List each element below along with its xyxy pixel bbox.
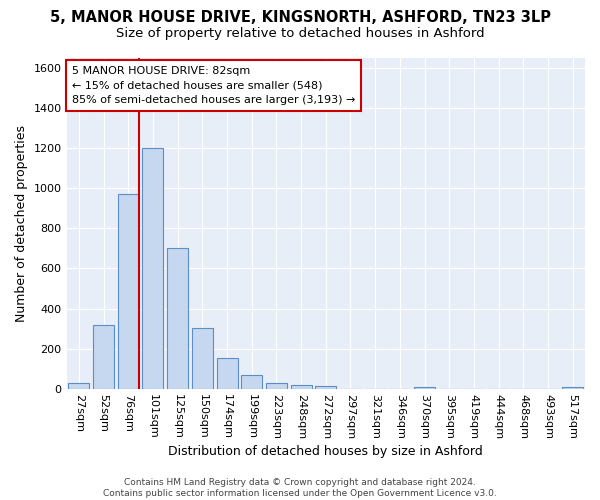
Bar [414, 386, 435, 389]
Bar [562, 386, 583, 389]
Text: 5, MANOR HOUSE DRIVE, KINGSNORTH, ASHFORD, TN23 3LP: 5, MANOR HOUSE DRIVE, KINGSNORTH, ASHFOR… [49, 10, 551, 25]
Bar [266, 384, 287, 389]
X-axis label: Distribution of detached houses by size in Ashford: Distribution of detached houses by size … [169, 444, 483, 458]
Bar [118, 194, 139, 389]
Text: Contains HM Land Registry data © Crown copyright and database right 2024.
Contai: Contains HM Land Registry data © Crown c… [103, 478, 497, 498]
Bar [241, 375, 262, 389]
Text: Size of property relative to detached houses in Ashford: Size of property relative to detached ho… [116, 28, 484, 40]
Y-axis label: Number of detached properties: Number of detached properties [15, 124, 28, 322]
Text: 5 MANOR HOUSE DRIVE: 82sqm
← 15% of detached houses are smaller (548)
85% of sem: 5 MANOR HOUSE DRIVE: 82sqm ← 15% of deta… [72, 66, 355, 106]
Bar [167, 248, 188, 389]
Bar [217, 358, 238, 389]
Bar [290, 385, 311, 389]
Bar [315, 386, 336, 389]
Bar [142, 148, 163, 389]
Bar [93, 324, 114, 389]
Bar [68, 383, 89, 389]
Bar [192, 328, 213, 389]
